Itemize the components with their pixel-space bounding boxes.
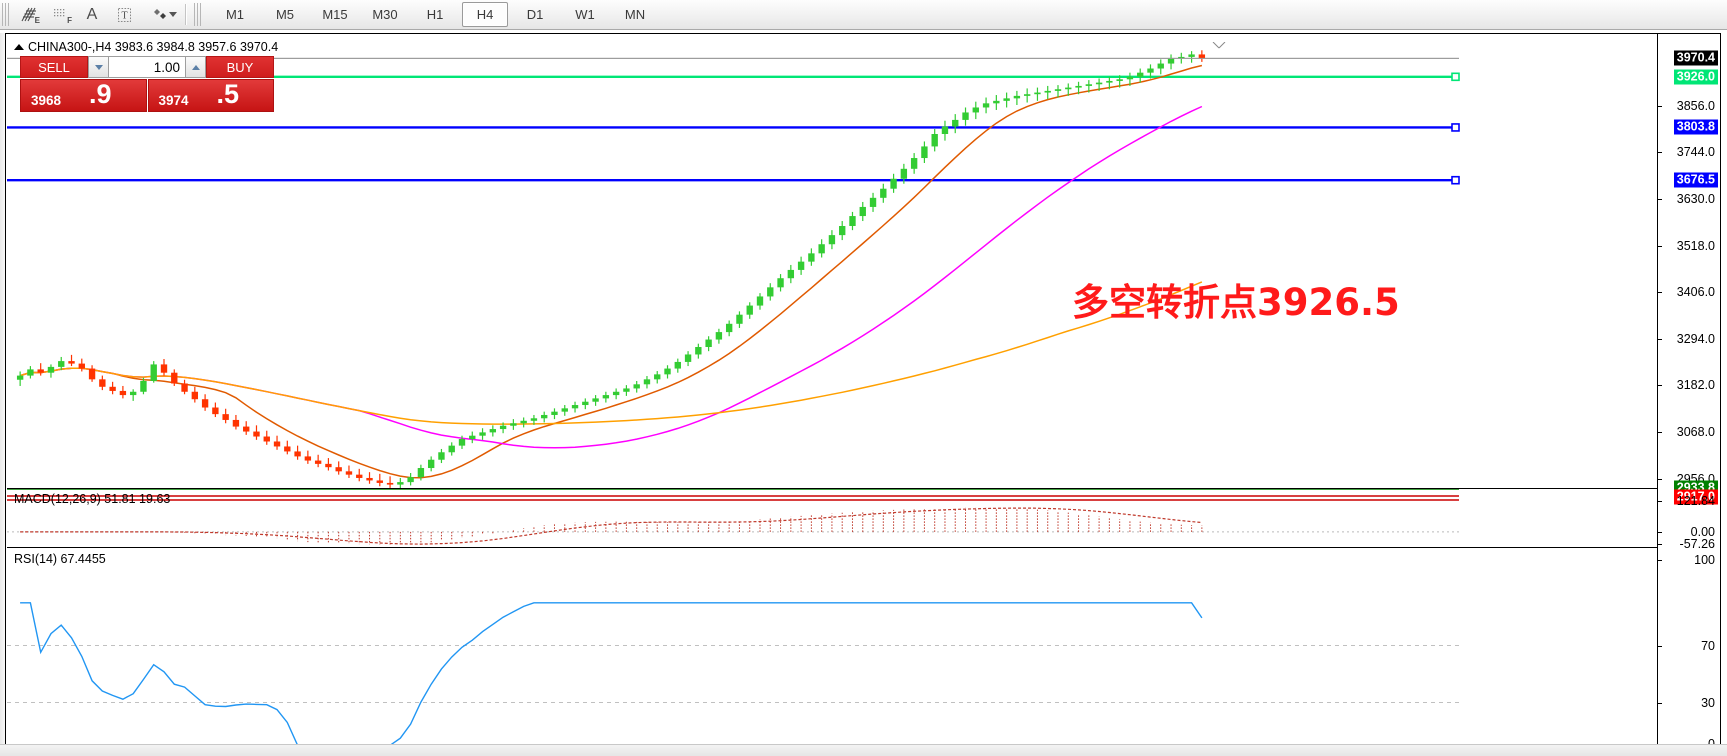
chevron-up-icon — [191, 64, 200, 70]
chart-area: CHINA300-,H4 3983.6 3984.8 3957.6 3970.4… — [0, 30, 1727, 756]
price-tick-3182-0: 3182.0 — [1676, 378, 1715, 393]
price-axis-rule — [1657, 34, 1658, 749]
axis-tick-70: 70 — [1701, 638, 1715, 653]
expert-advisors-sub-label: E — [34, 16, 40, 25]
price-tick-3630-0: 3630.0 — [1676, 192, 1715, 207]
trade-prices-row: 3968 .9 3974 .5 — [20, 79, 274, 112]
buy-price-integer: 3974 — [158, 93, 189, 108]
chart-frame[interactable]: CHINA300-,H4 3983.6 3984.8 3957.6 3970.4… — [5, 33, 1721, 751]
timeframe-m15[interactable]: M15 — [322, 7, 348, 22]
price-tick-mark — [1658, 152, 1662, 154]
svg-text:T: T — [121, 10, 127, 21]
indicators-grid-glyph — [53, 8, 64, 16]
chevron-down-icon — [94, 64, 103, 70]
axis-tick-12184: 121.84 — [1676, 494, 1715, 508]
text-object-glyph: T — [117, 7, 131, 22]
timeframe-group: M1 M5 M15 M30 H1 H4 D1 W1 MN — [212, 2, 658, 27]
timeframe-mn[interactable]: MN — [624, 7, 646, 22]
chevron-down-icon[interactable] — [169, 12, 177, 17]
timeframe-w1[interactable]: W1 — [575, 7, 595, 22]
sell-price-decimal: .9 — [89, 79, 112, 109]
status-bar — [0, 744, 1727, 756]
price-tick-3856-0: 3856.0 — [1676, 98, 1715, 113]
price-tick-3744-0: 3744.0 — [1676, 145, 1715, 160]
objects-list-icon[interactable] — [140, 2, 180, 27]
axis-tick-mark — [1658, 501, 1662, 502]
volume-input[interactable]: 1.00 — [109, 56, 185, 78]
sell-price-integer: 3968 — [31, 93, 62, 108]
buy-button[interactable]: BUY — [206, 56, 274, 78]
axis-tick-mark — [1658, 702, 1662, 704]
one-click-trading-panel[interactable]: SELL 1.00 BUY 3968 .9 — [20, 56, 274, 112]
price-tick-mark — [1658, 385, 1662, 387]
timeframe-m30[interactable]: M30 — [372, 7, 398, 22]
timeframe-d1[interactable]: D1 — [526, 7, 544, 22]
axis-tick-mark — [1658, 544, 1662, 545]
expert-advisors-icon[interactable]: E — [12, 2, 44, 27]
price-tick-3294-0: 3294.0 — [1676, 331, 1715, 346]
price-tick-mark — [1658, 199, 1662, 201]
objects-glyph — [153, 8, 166, 19]
rsi-pane[interactable] — [7, 599, 1657, 749]
macd-pane[interactable] — [7, 500, 1657, 558]
axis-tick-mark — [1658, 532, 1662, 533]
toolbar: E F A T — [0, 0, 1727, 30]
volume-stepper[interactable]: 1.00 — [88, 56, 206, 78]
price-tick-3803-8[interactable]: 3803.8 — [1673, 119, 1718, 135]
trade-controls-row: SELL 1.00 BUY — [20, 56, 274, 78]
axis-tick-5726: -57.26 — [1679, 537, 1715, 551]
chart-header: CHINA300-,H4 3983.6 3984.8 3957.6 3970.4 — [14, 40, 278, 54]
price-tick-3676-5[interactable]: 3676.5 — [1673, 172, 1718, 188]
price-pane[interactable] — [7, 42, 1657, 502]
buy-price-decimal: .5 — [216, 79, 240, 109]
timeframe-m1[interactable]: M1 — [225, 7, 245, 22]
sell-button[interactable]: SELL — [20, 56, 88, 78]
price-tick-3926-0[interactable]: 3926.0 — [1673, 69, 1718, 85]
sell-price-box[interactable]: 3968 .9 — [20, 79, 147, 112]
collapse-triangle-icon[interactable] — [14, 44, 24, 50]
price-tick-3970-4[interactable]: 3970.4 — [1673, 50, 1718, 66]
macd-title: MACD(12,26,9) 51.81 19.63 — [14, 492, 171, 506]
price-annotation-label[interactable]: 多空转折点3926.5 — [1072, 281, 1400, 324]
axis-tick-mark — [1658, 560, 1662, 561]
timeframe-h1[interactable]: H1 — [426, 7, 444, 22]
axis-tick-30: 30 — [1701, 695, 1715, 710]
volume-decrease-button[interactable] — [88, 56, 109, 78]
price-tick-mark — [1658, 478, 1662, 480]
expert-advisors-glyph — [21, 7, 36, 21]
axis-tick-000: 0.00 — [1690, 525, 1715, 539]
ask-price-label[interactable]: 2917.0 — [1673, 489, 1718, 505]
volume-increase-button[interactable] — [185, 56, 206, 78]
axis-tick-mark — [1658, 645, 1662, 647]
timeframe-bar-drag-handle[interactable] — [194, 3, 201, 26]
chart-header-text: CHINA300-,H4 3983.6 3984.8 3957.6 3970.4 — [28, 40, 279, 54]
timeframe-h4[interactable]: H4 — [462, 2, 508, 27]
price-tick-mark — [1658, 432, 1662, 434]
macd-pane-divider — [7, 488, 1658, 489]
axis-tick-100: 100 — [1694, 553, 1715, 567]
toolbar-drag-handle[interactable] — [2, 3, 9, 26]
indicators-grid-icon[interactable]: F — [44, 2, 76, 27]
price-tick-mark — [1658, 245, 1662, 247]
price-tick-mark — [1658, 105, 1662, 107]
price-tick-3406-0: 3406.0 — [1676, 285, 1715, 300]
toolbar-separator — [185, 4, 187, 25]
letter-a-glyph: A — [86, 5, 98, 23]
price-tick-mark — [1658, 292, 1662, 294]
rsi-pane-divider — [7, 547, 1658, 548]
timeframe-m5[interactable]: M5 — [275, 7, 295, 22]
buy-price-box[interactable]: 3974 .5 — [147, 79, 274, 112]
price-tick-3518-0: 3518.0 — [1676, 238, 1715, 253]
text-label-icon[interactable]: A — [76, 2, 108, 27]
rsi-title: RSI(14) 67.4455 — [14, 552, 106, 566]
price-tick-mark — [1658, 338, 1662, 340]
indicators-sub-label: F — [67, 16, 72, 25]
text-object-icon[interactable]: T — [108, 2, 140, 27]
price-tick-3068-0: 3068.0 — [1676, 425, 1715, 440]
